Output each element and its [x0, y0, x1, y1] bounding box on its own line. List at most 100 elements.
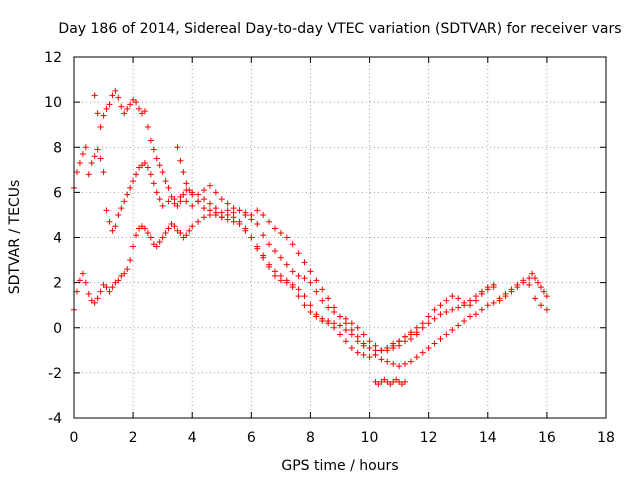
data-point [366, 354, 373, 361]
data-point [307, 279, 314, 286]
data-point [94, 110, 101, 117]
y-tick-label: -4 [48, 411, 62, 427]
data-point [97, 155, 104, 162]
data-point [283, 279, 290, 286]
data-point [543, 293, 550, 300]
series-track-b [71, 209, 497, 354]
data-point [266, 263, 273, 270]
data-point [201, 196, 208, 203]
data-point [76, 160, 83, 167]
data-point [206, 207, 213, 214]
data-point [218, 214, 225, 221]
x-tick-label: 18 [597, 430, 615, 446]
data-point [127, 257, 134, 264]
data-point [127, 184, 134, 191]
data-point [529, 270, 536, 277]
data-point [271, 272, 278, 279]
data-point [91, 299, 98, 306]
data-point [133, 99, 140, 106]
data-point [271, 225, 278, 232]
data-point [360, 340, 367, 347]
data-point [121, 198, 128, 205]
data-point [437, 311, 444, 318]
data-point [402, 360, 409, 367]
data-point [360, 351, 367, 358]
data-point [348, 320, 355, 327]
data-point [313, 277, 320, 284]
data-point [195, 198, 202, 205]
data-point [467, 297, 474, 304]
data-point [266, 241, 273, 248]
data-point [124, 191, 131, 198]
data-point [425, 313, 432, 320]
data-point [301, 293, 308, 300]
data-point [543, 306, 550, 313]
data-point [425, 320, 432, 327]
data-point [224, 200, 231, 207]
data-point [342, 338, 349, 345]
data-point [307, 308, 314, 315]
data-point [431, 340, 438, 347]
data-point [141, 160, 148, 167]
data-point [307, 302, 314, 309]
data-point [325, 295, 332, 302]
data-point [472, 311, 479, 318]
data-point [242, 211, 249, 218]
data-point [224, 211, 231, 218]
data-point [461, 317, 468, 324]
data-point [502, 290, 509, 297]
data-point [455, 322, 462, 329]
data-point [183, 180, 190, 187]
data-point [118, 205, 125, 212]
data-point [162, 229, 169, 236]
data-point [189, 191, 196, 198]
data-point [168, 193, 175, 200]
data-point [144, 164, 151, 171]
data-point [313, 311, 320, 318]
data-point [526, 275, 533, 282]
data-point [82, 279, 89, 286]
data-point [82, 144, 89, 151]
data-point [73, 288, 80, 295]
data-point [437, 336, 444, 343]
data-point [537, 284, 544, 291]
data-point [402, 378, 409, 385]
x-tick-label: 16 [538, 430, 556, 446]
data-point [97, 288, 104, 295]
data-point [289, 268, 296, 275]
data-point [348, 327, 355, 334]
y-tick-label: 4 [53, 231, 62, 247]
series-track-d [174, 144, 550, 370]
data-point [337, 322, 343, 329]
axis-ticks [73, 56, 607, 419]
data-point [106, 218, 113, 225]
data-point [378, 356, 385, 363]
series-track-e [496, 277, 550, 313]
data-point [254, 245, 261, 252]
data-point [443, 297, 450, 304]
data-point [124, 105, 131, 112]
data-point [201, 205, 208, 212]
data-point [537, 302, 544, 309]
data-point [490, 299, 497, 306]
x-tick-label: 14 [479, 430, 497, 446]
data-point [174, 144, 181, 151]
data-point [360, 331, 367, 338]
data-point [289, 281, 296, 288]
data-point [455, 295, 462, 302]
data-point [115, 211, 122, 218]
data-point [118, 103, 125, 110]
data-point [127, 101, 134, 108]
data-point [254, 220, 261, 227]
data-point [165, 198, 172, 205]
data-point [295, 293, 302, 300]
data-point [484, 284, 491, 291]
data-point [248, 216, 255, 223]
data-point [283, 261, 290, 268]
data-point [94, 146, 101, 153]
data-point [277, 229, 284, 236]
data-point [331, 320, 338, 327]
data-point [295, 286, 302, 293]
data-point [177, 157, 184, 164]
data-point [313, 288, 320, 295]
